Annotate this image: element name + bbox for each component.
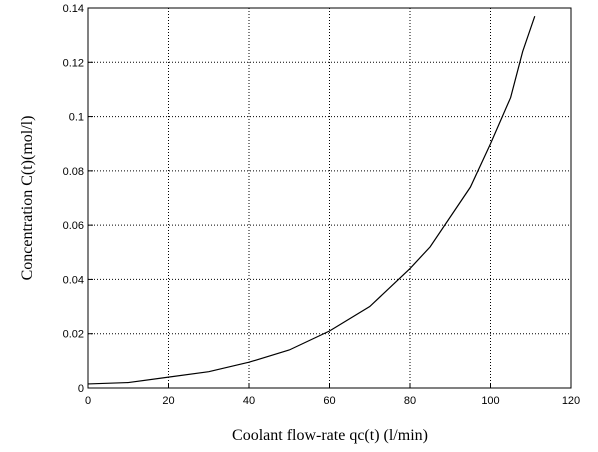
y-tick-label: 0	[78, 383, 84, 395]
data-line	[87, 15, 536, 385]
y-axis-label: Concentration C(t)(mol/l)	[19, 116, 36, 281]
y-tick-label: 0.02	[63, 329, 84, 341]
x-tick-label: 0	[85, 395, 91, 407]
x-tick-label: 20	[162, 395, 174, 407]
x-tick-label: 40	[243, 395, 255, 407]
y-tick-label: 0.1	[69, 112, 84, 124]
x-tick-label: 60	[323, 395, 335, 407]
x-tick-label: 120	[562, 395, 580, 407]
y-tick-label: 0.12	[63, 57, 84, 69]
y-tick-label: 0.06	[63, 220, 84, 232]
y-tick-label: 0.04	[63, 274, 84, 286]
y-tick-label: 0.14	[63, 3, 84, 15]
y-tick-label: 0.08	[63, 166, 84, 178]
x-axis-label: Coolant flow-rate qc(t) (l/min)	[232, 427, 428, 444]
x-tick-label: 80	[404, 395, 416, 407]
plot-frame	[87, 7, 572, 389]
x-tick-label: 100	[481, 395, 499, 407]
